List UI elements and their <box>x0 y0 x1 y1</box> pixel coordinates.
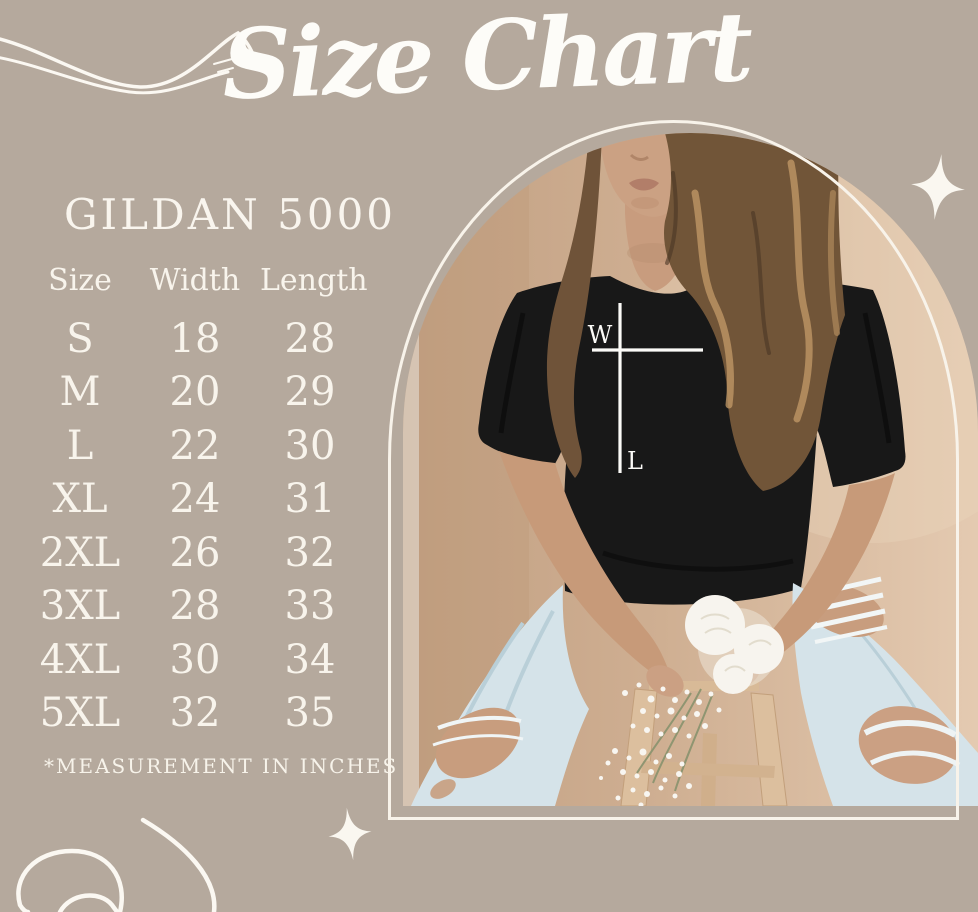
table-row: 5XL 32 35 <box>30 687 360 741</box>
cell-length: 29 <box>284 369 336 416</box>
width-measure-label: W <box>588 321 613 349</box>
cell-width: 22 <box>169 422 221 469</box>
size-table-header: Size Width Length <box>30 256 368 304</box>
measurement-note: *MEASUREMENT IN INCHES <box>44 754 399 778</box>
cell-width: 24 <box>169 476 221 523</box>
product-name: GILDAN 5000 <box>64 190 397 239</box>
wall-corner-strip <box>403 133 419 806</box>
nose <box>629 153 649 161</box>
table-row: XL 24 31 <box>30 473 360 527</box>
cell-width: 18 <box>169 315 221 362</box>
table-row: M 20 29 <box>30 366 360 420</box>
cell-width: 26 <box>169 529 221 576</box>
jeans <box>411 576 978 806</box>
cell-length: 35 <box>284 690 336 737</box>
column-header-width: Width <box>149 262 241 298</box>
measurement-cross: W L <box>588 303 703 475</box>
cell-size: 5XL <box>39 690 121 737</box>
cell-width: 32 <box>169 690 221 737</box>
column-header-length: Length <box>260 262 368 298</box>
model-photo: W L <box>403 133 978 806</box>
cell-length: 34 <box>284 636 336 683</box>
hair <box>546 133 845 491</box>
bouquet <box>599 595 784 806</box>
sparkle-star-small-icon <box>328 807 372 861</box>
table-row: L 22 30 <box>30 419 360 473</box>
cell-width: 20 <box>169 369 221 416</box>
left-knee-rip <box>435 707 521 779</box>
cell-size: L <box>66 422 94 469</box>
cell-length: 28 <box>284 315 336 362</box>
cell-size: XL <box>52 476 108 523</box>
cell-width: 28 <box>169 583 221 630</box>
babys-breath <box>599 682 722 806</box>
sparkle-star-icon <box>911 154 965 220</box>
cell-length: 33 <box>284 583 336 630</box>
left-hand <box>646 665 684 697</box>
length-measure-label: L <box>627 447 643 475</box>
table-row: S 18 28 <box>30 312 360 366</box>
cell-length: 32 <box>284 529 336 576</box>
cell-size: 2XL <box>39 529 121 576</box>
cell-width: 30 <box>169 636 221 683</box>
size-table: Size Width Length S 18 28 M 20 29 L 22 3… <box>30 256 368 741</box>
stool <box>620 681 788 806</box>
cell-size: 4XL <box>39 636 121 683</box>
cell-length: 31 <box>284 476 336 523</box>
model-photo-illustration: W L <box>403 133 978 806</box>
column-header-size: Size <box>48 262 112 298</box>
squiggle-lines-icon <box>0 30 256 95</box>
table-row: 4XL 30 34 <box>30 633 360 687</box>
scribble-swirl-icon <box>16 817 217 912</box>
cell-size: S <box>66 315 94 362</box>
carnations <box>685 595 784 694</box>
table-row: 3XL 28 33 <box>30 580 360 634</box>
table-row: 2XL 26 32 <box>30 526 360 580</box>
face <box>599 133 687 217</box>
cell-length: 30 <box>284 422 336 469</box>
cell-size: M <box>59 369 101 416</box>
page-title: Size Chart <box>220 0 752 122</box>
cell-size: 3XL <box>39 583 121 630</box>
lips <box>629 178 659 191</box>
